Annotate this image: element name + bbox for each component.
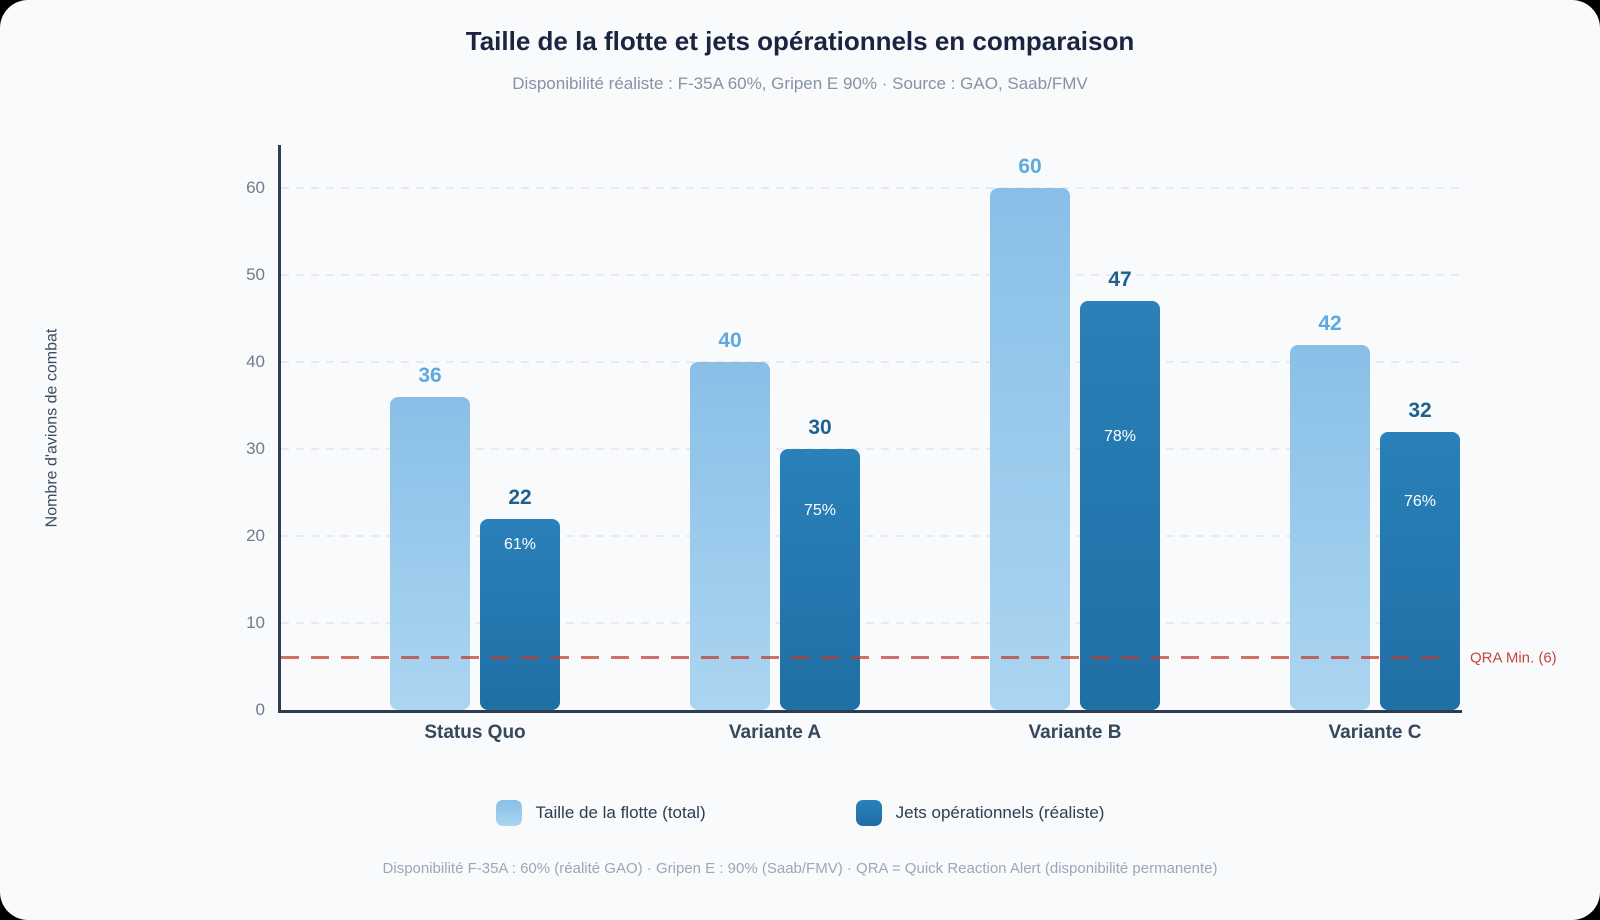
legend-swatch-fleet-total bbox=[495, 800, 522, 826]
bar-value-jets-operational-variante-b: 47 bbox=[1108, 268, 1132, 292]
bar-slot-jets-operational-variante-a: 30 75% bbox=[780, 416, 860, 710]
bar-slot-jets-operational-status-quo: 22 61% bbox=[480, 486, 560, 710]
bar-group-status-quo: 36 22 61% bbox=[328, 145, 622, 710]
qra-reference-line bbox=[281, 656, 1448, 660]
gridline-y-50 bbox=[281, 274, 1460, 277]
bar-value-jets-operational-variante-c: 32 bbox=[1408, 398, 1432, 422]
bar-fleet-total-variante-c bbox=[1290, 344, 1370, 710]
bar-value-fleet-total-status-quo: 36 bbox=[418, 364, 442, 388]
bar-group-variante-a: 40 30 75% bbox=[628, 145, 922, 710]
bar-group-variante-c: 42 32 76% bbox=[1228, 145, 1522, 710]
gridline-y-60 bbox=[281, 187, 1460, 190]
x-axis-label-variante-a: Variante A bbox=[728, 722, 822, 743]
bar-value-jets-operational-variante-a: 30 bbox=[808, 416, 832, 440]
y-tick-label-60: 60 bbox=[246, 178, 265, 198]
y-tick-label-40: 40 bbox=[246, 352, 265, 372]
legend-item-jets-operational: Jets opérationnels (réaliste) bbox=[855, 800, 1105, 826]
bar-slot-fleet-total-variante-c: 42 bbox=[1290, 312, 1370, 710]
legend: Taille de la flotte (total) Jets opératio… bbox=[0, 800, 1600, 826]
bar-jets-operational-variante-a bbox=[780, 449, 860, 710]
y-tick-label-50: 50 bbox=[246, 265, 265, 285]
chart-subtitle: Disponibilité réaliste : F-35A 60%, Grip… bbox=[512, 74, 1088, 93]
footnote: Disponibilité F-35A : 60% (réalité GAO) … bbox=[382, 860, 1218, 877]
bar-slot-jets-operational-variante-b: 47 78% bbox=[1080, 268, 1160, 710]
bar-value-fleet-total-variante-c: 42 bbox=[1318, 311, 1342, 335]
x-axis-label-variante-c: Variante C bbox=[1328, 722, 1422, 743]
y-tick-label-20: 20 bbox=[246, 526, 265, 546]
bar-jets-operational-status-quo bbox=[480, 518, 560, 710]
bar-percent-label-variante-c: 76% bbox=[1403, 492, 1437, 510]
bar-group-variante-b: 60 47 78% bbox=[928, 145, 1222, 710]
y-axis-title-text: Nombre d'avions de combat bbox=[43, 328, 60, 527]
gridline-y-10 bbox=[281, 622, 1460, 625]
bar-percent-label-variante-a: 75% bbox=[803, 501, 837, 519]
bar-value-fleet-total-variante-b: 60 bbox=[1018, 155, 1042, 179]
x-axis-labels: Status Quo Variante A Variante B Variante C bbox=[281, 722, 1460, 752]
gridline-y-40 bbox=[281, 361, 1460, 364]
bar-jets-operational-variante-c bbox=[1380, 431, 1460, 710]
bar-fleet-total-variante-a bbox=[690, 362, 770, 710]
bar-fleet-total-status-quo bbox=[390, 397, 470, 710]
bar-fleet-total-variante-b bbox=[990, 188, 1070, 710]
x-axis-label-variante-b: Variante B bbox=[1028, 722, 1122, 743]
x-axis-line bbox=[278, 710, 1462, 713]
bar-value-fleet-total-variante-a: 40 bbox=[718, 329, 742, 353]
bar-jets-operational-variante-b bbox=[1080, 301, 1160, 710]
legend-swatch-jets-operational bbox=[855, 800, 882, 826]
gridline-y-20 bbox=[281, 535, 1460, 538]
y-tick-label-0: 0 bbox=[255, 700, 265, 719]
y-axis-line bbox=[278, 145, 281, 713]
chart-title: Taille de la flotte et jets opérationnel… bbox=[465, 26, 1135, 56]
legend-label-fleet-total: Taille de la flotte (total) bbox=[535, 803, 706, 822]
bar-slot-fleet-total-variante-b: 60 bbox=[990, 155, 1070, 710]
qra-reference-label: QRA Min. (6) bbox=[1470, 649, 1557, 667]
bar-percent-label-status-quo: 61% bbox=[503, 536, 537, 554]
bar-slot-fleet-total-variante-a: 40 bbox=[690, 329, 770, 710]
y-axis-title: Nombre d'avions de combat bbox=[30, 145, 74, 710]
plot-area: 0 10 20 30 40 50 60 QRA Min. (6) 36 22 61% 40 30 75% 6… bbox=[246, 145, 1557, 719]
bar-value-jets-operational-status-quo: 22 bbox=[508, 485, 532, 509]
x-axis-label-status-quo: Status Quo bbox=[424, 722, 526, 743]
legend-label-jets-operational: Jets opérationnels (réaliste) bbox=[895, 803, 1105, 822]
bar-slot-fleet-total-status-quo: 36 bbox=[390, 364, 470, 710]
bar-slot-jets-operational-variante-c: 32 76% bbox=[1380, 399, 1460, 710]
legend-item-fleet-total: Taille de la flotte (total) bbox=[495, 800, 706, 826]
bar-percent-label-variante-b: 78% bbox=[1103, 427, 1137, 445]
gridline-y-30 bbox=[281, 448, 1460, 451]
y-tick-label-30: 30 bbox=[246, 439, 265, 459]
y-tick-label-10: 10 bbox=[246, 613, 265, 633]
